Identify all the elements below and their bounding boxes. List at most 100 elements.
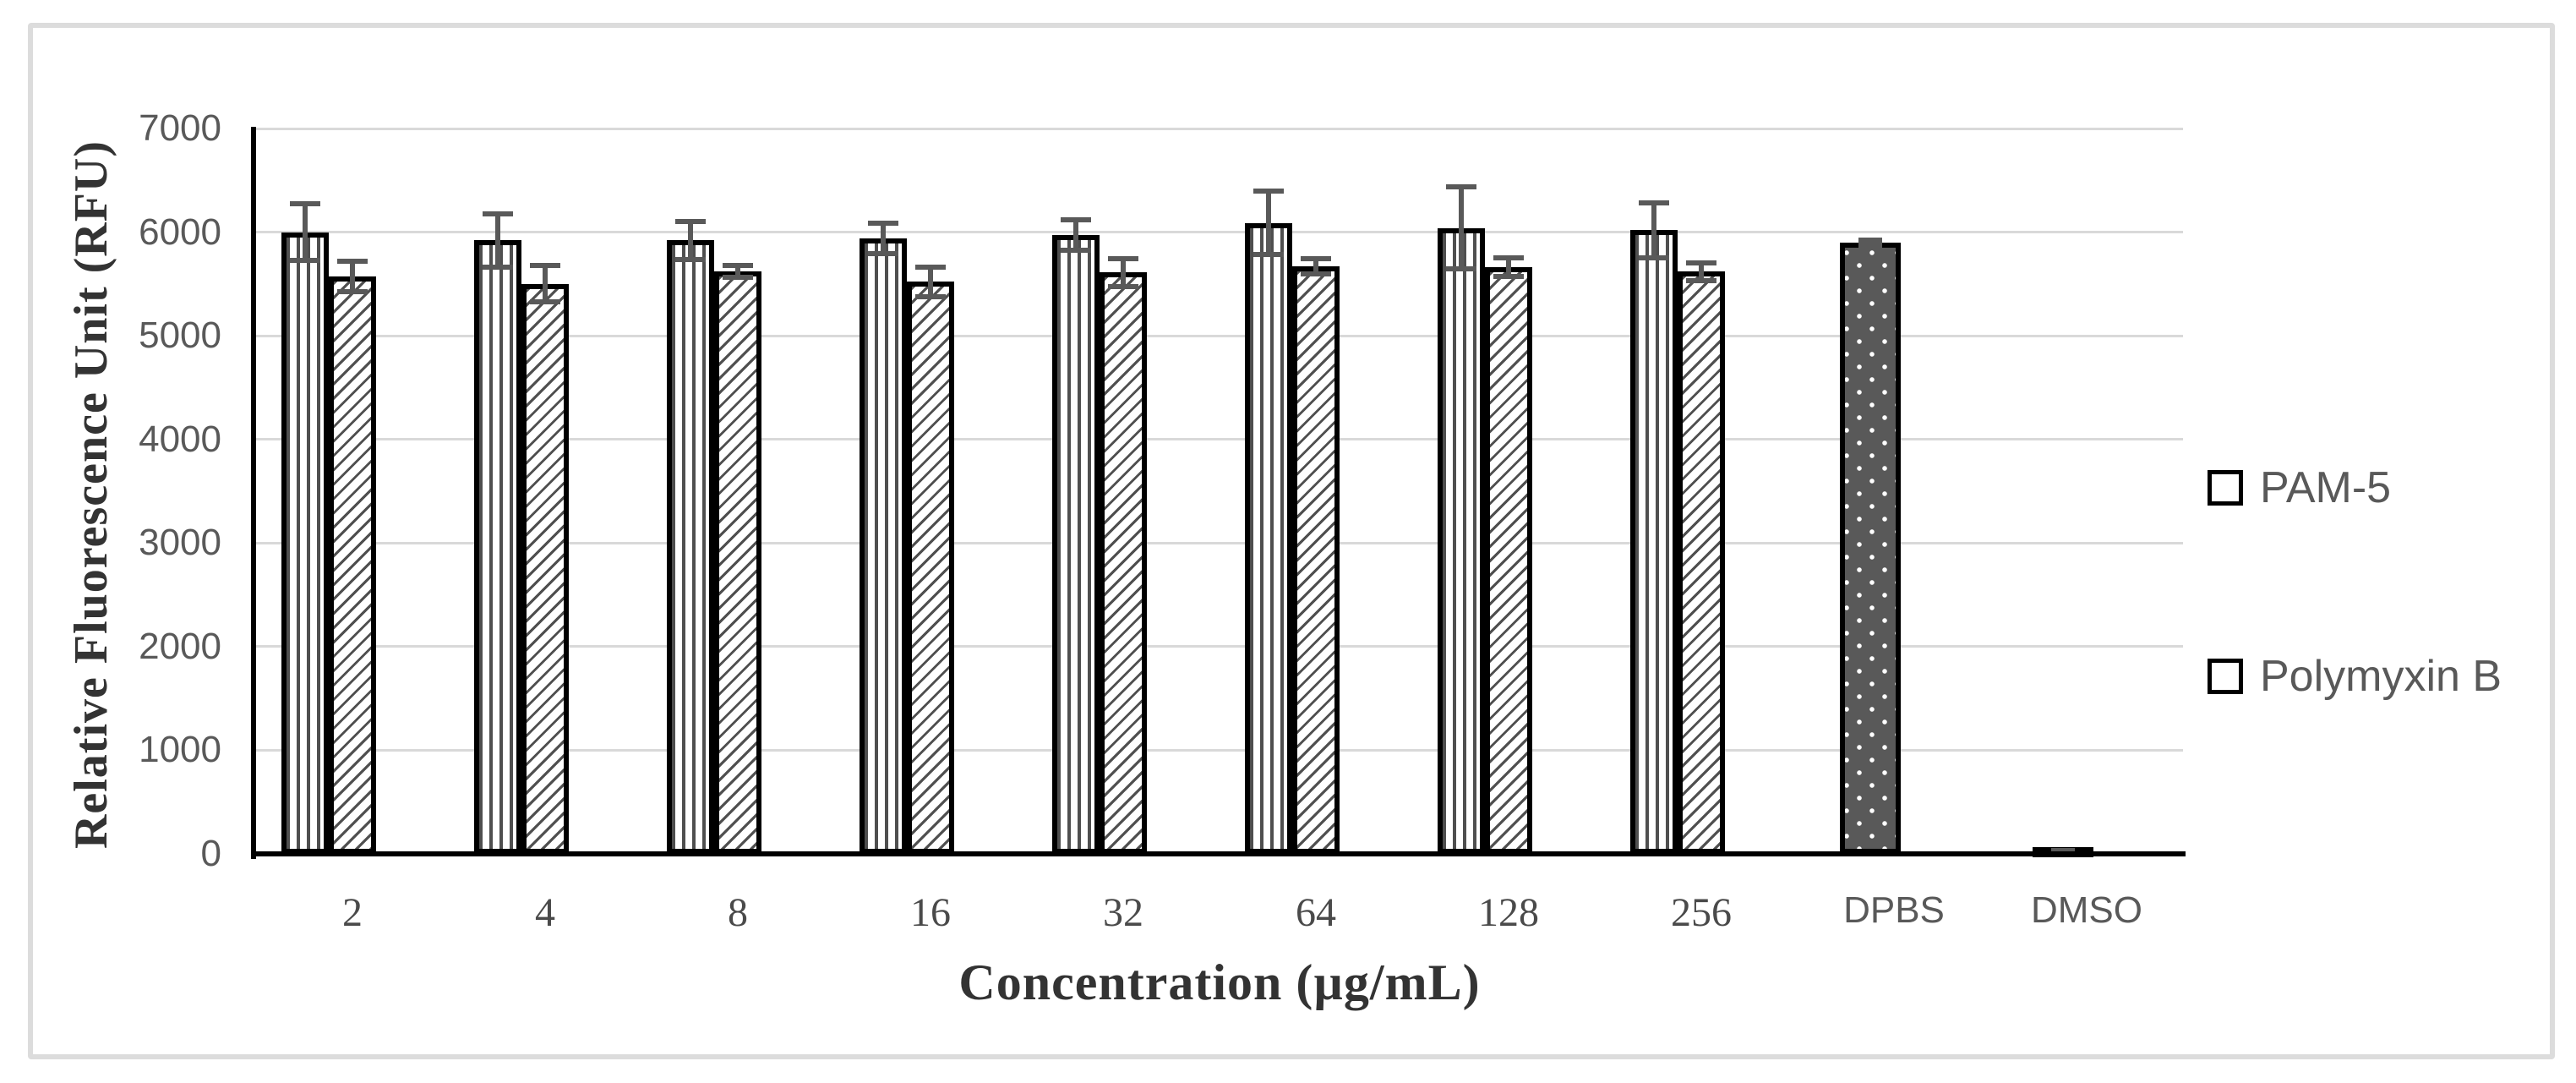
gridline-7000 [256, 127, 2183, 130]
bar-polymyxin-b-2 [329, 276, 376, 854]
error-bar-pam-5-2 [290, 200, 320, 264]
error-bar-top-cap [1301, 255, 1331, 261]
error-bar-bottom-cap [915, 294, 946, 300]
y-tick-label-1000: 1000 [139, 729, 221, 771]
x-tick-label-64: 64 [1296, 890, 1336, 935]
error-bar-polymyxin-b-128 [1493, 255, 1524, 280]
error-bar-bottom-cap [1301, 271, 1331, 277]
error-bar-pam-5-8 [675, 218, 706, 263]
error-bar-line [1699, 260, 1704, 283]
error-bar-line [1868, 237, 1873, 248]
error-bar-bottom-cap [1686, 277, 1716, 283]
error-bar-top-cap [1858, 237, 1882, 243]
error-bar-polymyxin-b-4 [530, 263, 560, 305]
plot-area [251, 127, 2186, 859]
x-tick-label-dpbs: DPBS [1843, 889, 1945, 931]
gridline-6000 [256, 231, 2183, 234]
bar-pam-5-8 [667, 240, 714, 854]
error-bar-top-cap [1253, 189, 1284, 194]
error-bar-polymyxin-b-256 [1686, 260, 1716, 283]
error-bar-line [1266, 189, 1271, 257]
legend: PAM-5 Polymyxin B [2208, 0, 2562, 1083]
bar-pam-5-dpbs [1840, 242, 1901, 854]
legend-label-polymyxin-b: Polymyxin B [2260, 652, 2502, 701]
error-bar-pam-5-256 [1639, 200, 1669, 260]
y-tick-label-2000: 2000 [139, 625, 221, 667]
error-bar-line [688, 218, 693, 263]
bar-polymyxin-b-4 [521, 283, 569, 854]
error-bar-top-cap [1493, 255, 1524, 261]
y-tick-label-0: 0 [200, 833, 221, 874]
error-bar-pam-5-64 [1253, 189, 1284, 257]
bar-polymyxin-b-32 [1100, 272, 1147, 854]
error-bar-top-cap [1061, 217, 1091, 223]
bar-pam-5-256 [1630, 230, 1678, 854]
x-tick-label-32: 32 [1103, 890, 1143, 935]
error-bar-pam-5-32 [1061, 217, 1091, 254]
error-bar-bottom-cap [1493, 274, 1524, 280]
y-tick-label-6000: 6000 [139, 211, 221, 253]
error-bar-top-cap [483, 211, 513, 217]
y-tick-label-4000: 4000 [139, 418, 221, 460]
error-bar-line [303, 200, 308, 264]
error-bar-polymyxin-b-16 [915, 264, 946, 300]
error-bar-top-cap [1108, 255, 1138, 261]
x-axis-title: Concentration (µg/mL) [958, 954, 1481, 1010]
error-bar-top-cap [868, 221, 898, 227]
error-bar-top-cap [337, 259, 368, 265]
error-bar-top-cap [723, 263, 753, 269]
error-bar-bottom-cap [1108, 283, 1138, 289]
bar-polymyxin-b-8 [714, 271, 761, 854]
x-axis-line [251, 851, 2186, 856]
error-bar-polymyxin-b-64 [1301, 255, 1331, 277]
error-bar-top-cap [1639, 200, 1669, 205]
bar-pam-5-16 [860, 238, 907, 854]
bar-pam-5-128 [1438, 227, 1485, 854]
x-tick-label-16: 16 [910, 890, 951, 935]
gridline-3000 [256, 541, 2183, 544]
x-tick-label-dmso: DMSO [2031, 889, 2142, 931]
error-bar-top-cap [675, 218, 706, 224]
error-bar-top-cap [1446, 184, 1476, 190]
y-tick-label-5000: 5000 [139, 315, 221, 357]
gridline-4000 [256, 438, 2183, 441]
error-bar-bottom-cap [1639, 254, 1669, 260]
error-bar-top-cap [915, 264, 946, 270]
x-tick-label-2: 2 [342, 890, 363, 935]
pam-5-swatch-icon [2208, 470, 2243, 506]
bar-pam-5-4 [474, 240, 521, 854]
error-bar-line [350, 259, 355, 295]
error-bar-bottom-cap [1446, 266, 1476, 272]
error-bar-bottom-cap [1858, 242, 1882, 248]
error-bar-line [495, 211, 500, 270]
error-bar-line [1506, 255, 1511, 280]
bar-pam-5-32 [1052, 235, 1100, 854]
bar-polymyxin-b-64 [1292, 266, 1340, 854]
error-bar-line [1073, 217, 1078, 254]
error-bar-line [1121, 255, 1126, 289]
error-bar-line [1313, 255, 1318, 277]
x-tick-label-8: 8 [728, 890, 748, 935]
error-bar-pam-5-dmso [2051, 847, 2075, 853]
legend-item-polymyxin-b: Polymyxin B [2208, 651, 2502, 702]
error-bar-top-cap [290, 200, 320, 206]
x-tick-label-128: 128 [1478, 890, 1539, 935]
error-bar-bottom-cap [1253, 251, 1284, 257]
error-bar-top-cap [530, 263, 560, 269]
x-tick-label-4: 4 [535, 890, 555, 935]
error-bar-pam-5-dpbs [1858, 237, 1882, 248]
error-bar-polymyxin-b-32 [1108, 255, 1138, 289]
error-bar-line [1651, 200, 1656, 260]
error-bar-line [543, 263, 548, 305]
bar-pam-5-2 [281, 232, 329, 854]
error-bar-pam-5-16 [868, 221, 898, 256]
legend-item-pam-5: PAM-5 [2208, 462, 2391, 513]
error-bar-bottom-cap [675, 257, 706, 263]
error-bar-bottom-cap [2051, 847, 2075, 853]
bar-pam-5-64 [1245, 222, 1292, 854]
bar-polymyxin-b-128 [1485, 267, 1532, 854]
error-bar-bottom-cap [337, 289, 368, 295]
y-axis-line [251, 127, 256, 859]
error-bar-pam-5-128 [1446, 184, 1476, 272]
